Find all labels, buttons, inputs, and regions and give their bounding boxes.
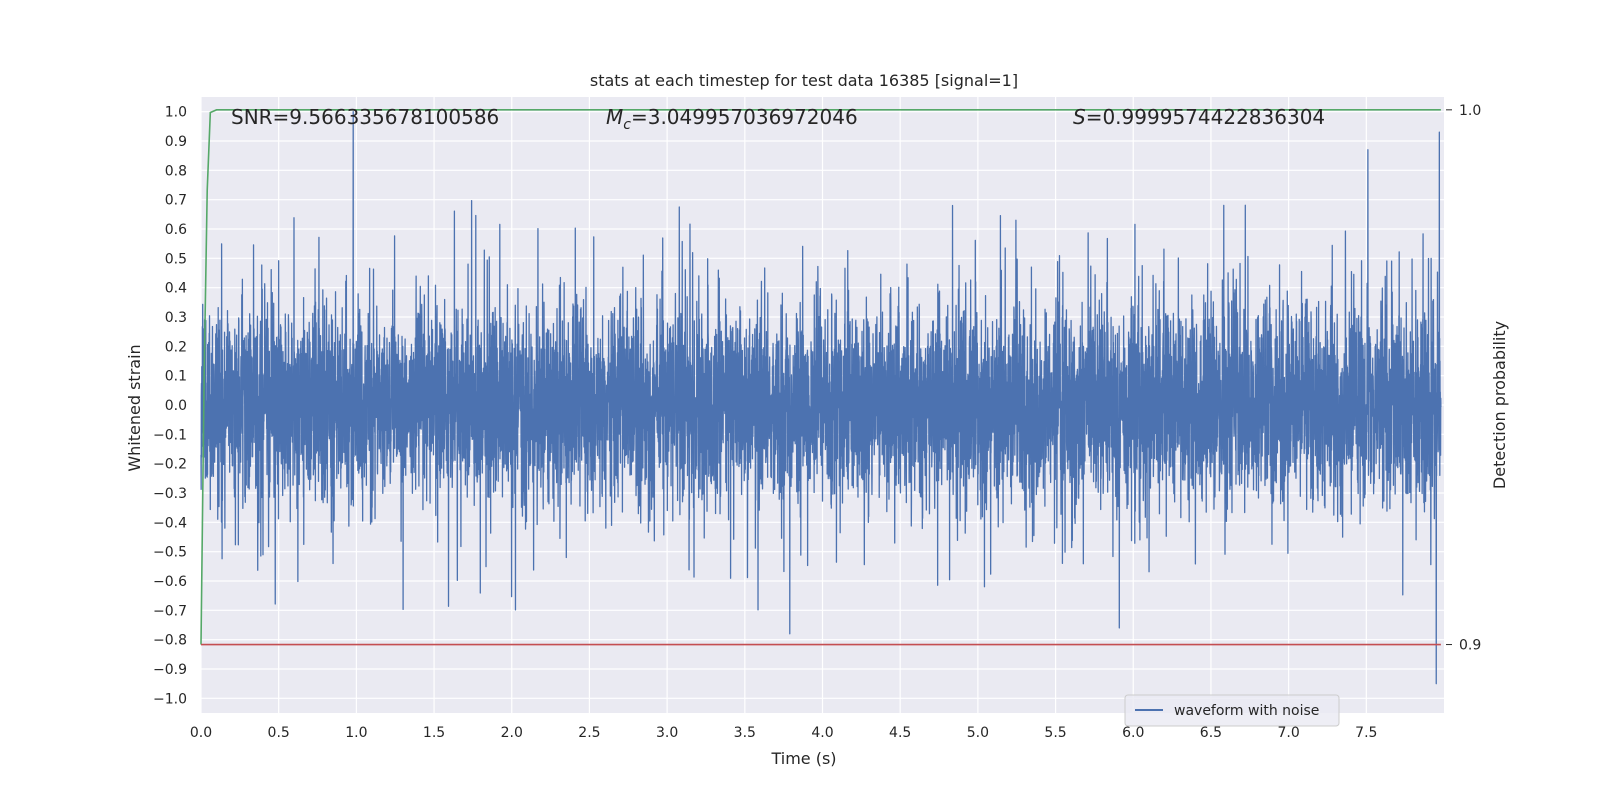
x-tick-label: 6.0 [1122,725,1144,741]
y-tick-label: 0.3 [165,310,187,326]
y-tick-label: 0.8 [165,163,187,179]
y-tick-label: 0.0 [165,398,187,414]
y-tick-label: −0.9 [153,662,187,678]
y-tick-label: −0.2 [153,457,187,473]
x-tick-label: 2.5 [578,725,600,741]
legend-box [1124,694,1340,727]
chart-title: stats at each timestep for test data 163… [590,71,1018,90]
legend-entry-waveform: waveform with noise [1174,703,1319,719]
y-tick-label: 0.9 [165,134,187,150]
x-tick-label: 5.0 [967,725,989,741]
y2-axis-label: Detection probability [1490,321,1509,489]
x-tick-label: 2.0 [501,725,523,741]
x-tick-label: 7.0 [1277,725,1299,741]
y2-tick-label: 1.0 [1459,103,1481,119]
y-tick-label: 0.5 [165,251,187,267]
x-tick-label: 7.5 [1355,725,1377,741]
y-tick-label: 0.1 [165,369,187,385]
y-tick-label: −0.3 [153,486,187,502]
x-tick-label: 4.5 [889,725,911,741]
x-tick-label: 1.5 [423,725,445,741]
s-annotation: S=0.9999574422836304 [1073,105,1325,129]
tick-labels: 0.0 0.5 1.0 1.5 2.0 2.5 3.0 3.5 4.0 4.5 5.0 5.5 6.0 6… [153,103,1481,741]
x-tick-label: 4.0 [811,725,833,741]
y-tick-label: −0.1 [153,427,187,443]
s-value: =0.9999574422836304 [1086,105,1325,129]
probability-layer [200,109,1441,646]
x-tick-label: 3.0 [656,725,678,741]
x-tick-label: 6.5 [1200,725,1222,741]
y2-tick-label: 0.9 [1459,638,1481,654]
y-tick-label: 0.6 [165,222,187,238]
y-tick-label: −1.0 [153,691,187,707]
y-tick-label: −0.6 [153,574,187,590]
x-tick-label: 0.0 [190,725,212,741]
y-axis-label: Whitened strain [125,344,144,471]
y-tick-label: 0.2 [165,339,187,355]
snr-annotation: SNR=9.566335678100586 [231,105,499,129]
y-tick-label: −0.8 [153,633,187,649]
y-tick-label: −0.5 [153,545,187,561]
y-tick-label: 0.7 [165,193,187,209]
x-tick-label: 5.5 [1044,725,1066,741]
mc-value: =3.049957036972046 [631,105,858,129]
mc-symbol: M [606,105,623,129]
y-tick-label: −0.7 [153,603,187,619]
y-tick-label: 0.4 [165,281,187,297]
y-tick-label: −0.4 [153,515,187,531]
s-symbol: S [1073,105,1086,129]
waveform-layer [200,111,1442,685]
detection-probability-line [200,109,1441,645]
y-tick-label: 1.0 [165,105,187,121]
mc-subscript: c [623,117,631,133]
x-tick-label: 1.0 [345,725,367,741]
x-axis-label: Time (s) [770,749,836,768]
x-tick-label: 0.5 [268,725,290,741]
waveform-line [200,111,1442,685]
legend: waveform with noise [1124,694,1340,727]
mc-annotation: Mc=3.049957036972046 [606,105,858,133]
x-tick-label: 3.5 [734,725,756,741]
